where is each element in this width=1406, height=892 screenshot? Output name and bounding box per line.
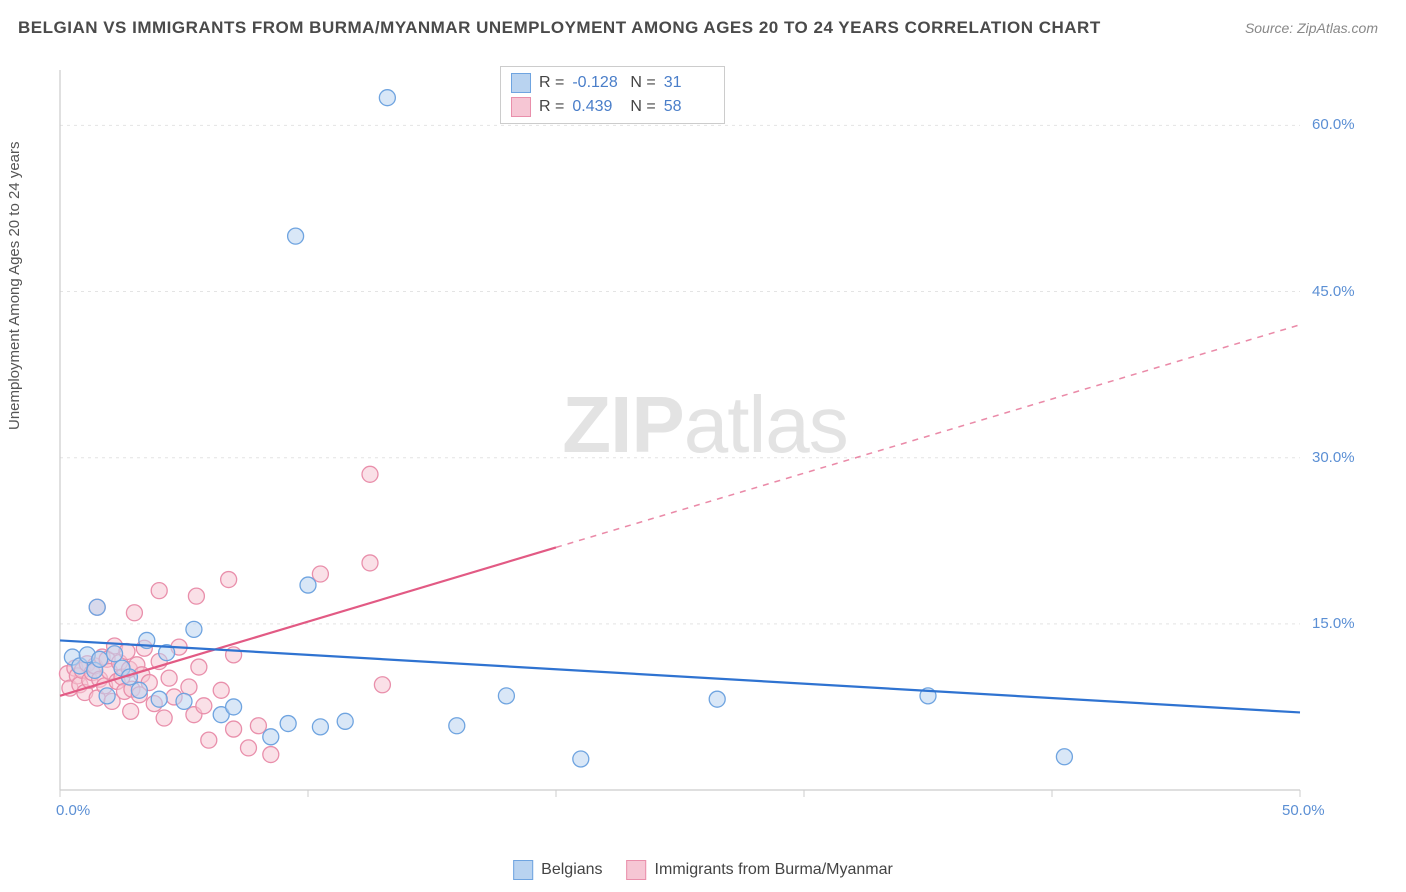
series-legend: Belgians Immigrants from Burma/Myanmar	[513, 860, 893, 880]
stats-row: R = 0.439 N = 58	[501, 95, 724, 119]
y-tick-label: 45.0%	[1312, 283, 1355, 300]
y-tick-label: 30.0%	[1312, 449, 1355, 466]
n-value: 31	[664, 74, 714, 92]
chart-title: BELGIAN VS IMMIGRANTS FROM BURMA/MYANMAR…	[18, 18, 1101, 38]
y-tick-label: 15.0%	[1312, 615, 1355, 632]
stats-row: R = -0.128 N = 31	[501, 71, 724, 95]
n-value: 58	[664, 98, 714, 116]
r-label: R =	[539, 74, 564, 92]
y-tick-label: 60.0%	[1312, 116, 1355, 133]
r-value: 0.439	[572, 98, 622, 116]
legend-item: Belgians	[513, 860, 602, 880]
series-swatch	[511, 73, 531, 93]
y-axis-label: Unemployment Among Ages 20 to 24 years	[6, 141, 23, 430]
legend-item: Immigrants from Burma/Myanmar	[627, 860, 893, 880]
x-tick-label: 50.0%	[1282, 802, 1325, 819]
source-attribution: Source: ZipAtlas.com	[1245, 20, 1378, 36]
n-label: N =	[630, 98, 655, 116]
correlation-stats-box: R = -0.128 N = 31 R = 0.439 N = 58	[500, 66, 725, 124]
r-label: R =	[539, 98, 564, 116]
n-label: N =	[630, 74, 655, 92]
series-swatch	[511, 97, 531, 117]
legend-label: Belgians	[541, 861, 602, 879]
r-value: -0.128	[572, 74, 622, 92]
chart-plot-area: ZIPatlas	[50, 60, 1360, 820]
legend-swatch	[513, 860, 533, 880]
x-tick-label: 0.0%	[56, 802, 90, 819]
scatter-chart-svg	[50, 60, 1360, 820]
legend-label: Immigrants from Burma/Myanmar	[655, 861, 893, 879]
legend-swatch	[627, 860, 647, 880]
